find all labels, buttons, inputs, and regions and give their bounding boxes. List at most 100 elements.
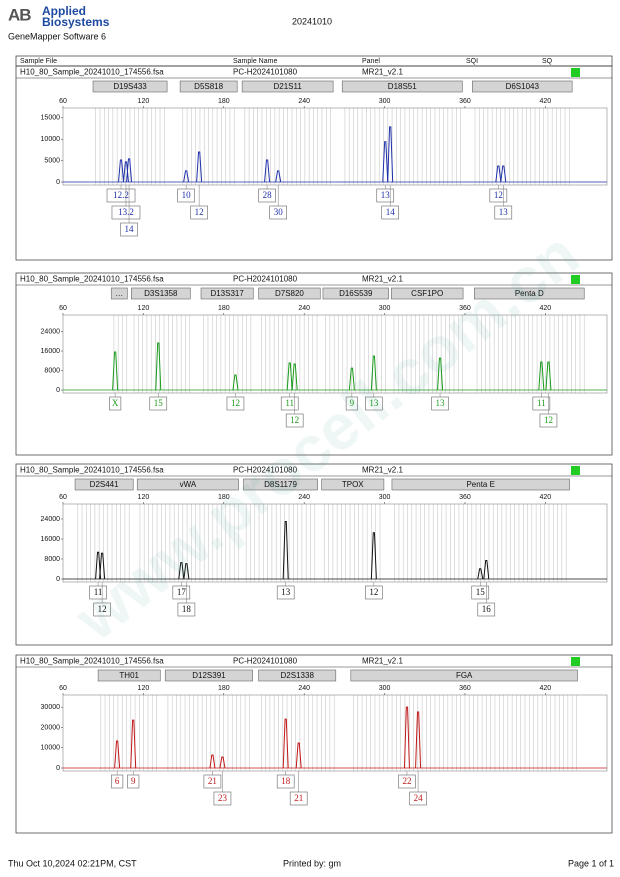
x-tick-label: 240 bbox=[298, 305, 310, 312]
peak bbox=[95, 551, 102, 580]
allele-box bbox=[489, 188, 508, 203]
locus-bar bbox=[97, 669, 161, 682]
peak bbox=[183, 563, 190, 580]
locus-bar bbox=[391, 478, 570, 491]
x-tick-label: 360 bbox=[459, 685, 471, 692]
allele-box bbox=[109, 396, 122, 411]
locus-bar bbox=[200, 287, 254, 300]
panel-name: MR21_v2.1 bbox=[362, 657, 403, 666]
allele-label: 12.2 bbox=[113, 190, 129, 200]
locus-bar bbox=[390, 287, 464, 300]
peak bbox=[545, 361, 552, 391]
sample-name: PC-H2024101080 bbox=[233, 275, 298, 284]
y-tick-label: 0 bbox=[56, 576, 60, 583]
x-tick-label: 180 bbox=[218, 305, 230, 312]
allele-label: 18 bbox=[182, 604, 192, 614]
panel-box bbox=[15, 65, 613, 261]
locus-bar bbox=[474, 287, 585, 300]
locus-name: D2S1338 bbox=[281, 671, 315, 680]
allele-box bbox=[111, 205, 141, 220]
locus-name: CSF1PO bbox=[411, 289, 443, 298]
allele-box bbox=[409, 791, 427, 806]
allele-box bbox=[177, 602, 196, 617]
allele-box bbox=[203, 774, 222, 789]
allele-box bbox=[280, 396, 299, 411]
allele-label: 12 bbox=[369, 587, 378, 597]
plot-area bbox=[62, 694, 608, 772]
page-number: Page 1 of 1 bbox=[568, 858, 614, 868]
status bbox=[571, 275, 580, 284]
peak bbox=[483, 560, 490, 580]
locus-name: D7S820 bbox=[275, 289, 304, 298]
allele-label: 13 bbox=[381, 190, 391, 200]
y-tick-label: 30000 bbox=[41, 704, 61, 711]
peak bbox=[382, 141, 389, 183]
x-tick-label: 420 bbox=[540, 98, 552, 105]
x-tick-label: 300 bbox=[379, 98, 391, 105]
locus-name: D19S433 bbox=[113, 82, 147, 91]
allele-label: 24 bbox=[414, 793, 424, 803]
peak bbox=[126, 158, 133, 183]
peak bbox=[437, 357, 444, 391]
status bbox=[571, 466, 580, 475]
peak bbox=[495, 165, 502, 183]
allele-label: 23 bbox=[218, 793, 228, 803]
peak bbox=[282, 521, 289, 580]
y-tick-label: 5000 bbox=[44, 157, 60, 164]
allele-label: 12 bbox=[98, 604, 107, 614]
x-tick-label: 360 bbox=[459, 98, 471, 105]
locus-bar bbox=[136, 478, 239, 491]
allele-label: 14 bbox=[386, 207, 396, 217]
allele-box bbox=[376, 188, 395, 203]
logo: AB bbox=[8, 5, 31, 24]
status bbox=[571, 68, 580, 77]
allele-label: X bbox=[112, 398, 119, 408]
x-tick-label: 60 bbox=[59, 685, 67, 692]
allele-label: 30 bbox=[274, 207, 284, 217]
allele-box bbox=[226, 396, 245, 411]
allele-box bbox=[381, 205, 400, 220]
sample-file: H10_80_Sample_20241010_174556.fsa bbox=[20, 466, 164, 475]
x-tick-label: 300 bbox=[379, 685, 391, 692]
column: SQI bbox=[466, 58, 478, 65]
locus-bar bbox=[92, 80, 168, 93]
allele-label: 22 bbox=[402, 776, 411, 786]
y-tick-label: 0 bbox=[56, 179, 60, 186]
allele-label: 12 bbox=[290, 415, 299, 425]
allele-label: 21 bbox=[294, 793, 303, 803]
locus-name: D5S818 bbox=[194, 82, 223, 91]
column: Sample File bbox=[20, 58, 57, 65]
peak bbox=[178, 562, 185, 580]
x-tick-label: 60 bbox=[59, 305, 67, 312]
allele-label: 9 bbox=[131, 776, 136, 786]
allele-box bbox=[190, 205, 208, 220]
allele-box bbox=[398, 774, 416, 789]
y-tick-label: 15000 bbox=[41, 115, 61, 122]
peak bbox=[370, 355, 377, 391]
peak bbox=[403, 706, 410, 769]
locus-bar bbox=[241, 80, 334, 93]
locus-bar bbox=[258, 287, 321, 300]
panel-name: MR21_v2.1 bbox=[362, 68, 403, 77]
peak bbox=[130, 719, 137, 769]
allele-box bbox=[269, 205, 287, 220]
allele-label: 11 bbox=[94, 587, 103, 597]
allele-label: 17 bbox=[177, 587, 187, 597]
locus-bar bbox=[164, 669, 253, 682]
y-tick-label: 0 bbox=[56, 387, 60, 394]
panel-name: MR21_v2.1 bbox=[362, 466, 403, 475]
sample-name: PC-H2024101080 bbox=[233, 68, 298, 77]
y-tick-label: 20000 bbox=[41, 724, 61, 731]
sample-file: H10_80_Sample_20241010_174556.fsa bbox=[20, 68, 164, 77]
x-tick-label: 120 bbox=[138, 685, 150, 692]
x-tick-label: 300 bbox=[379, 305, 391, 312]
allele-box bbox=[365, 396, 383, 411]
locus-bar bbox=[74, 478, 134, 491]
allele-box bbox=[213, 791, 232, 806]
plot-area bbox=[62, 107, 608, 186]
allele-box bbox=[289, 791, 308, 806]
locus-name: TPOX bbox=[342, 480, 364, 489]
y-tick-label: 0 bbox=[56, 765, 60, 772]
allele-box bbox=[365, 585, 383, 600]
